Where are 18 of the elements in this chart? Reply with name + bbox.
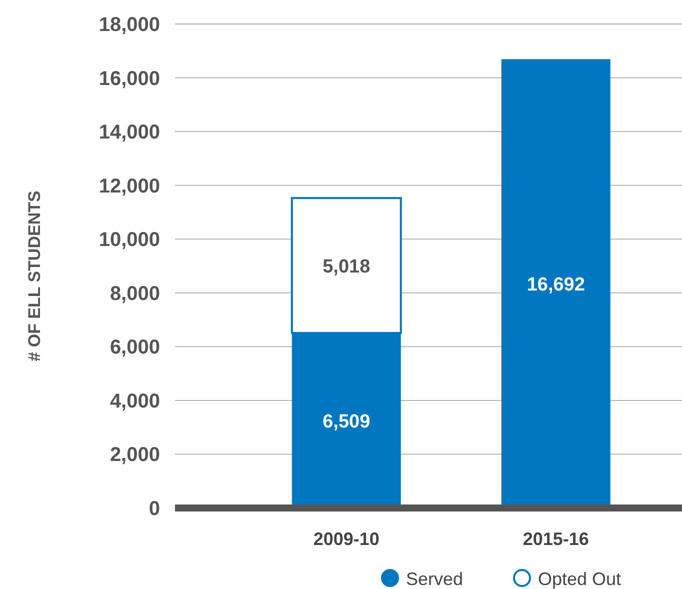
y-tick-label: 12,000 — [98, 175, 160, 198]
y-tick-label: 6,000 — [110, 336, 160, 359]
y-tick-label: 4,000 — [110, 390, 160, 412]
y-axis-title: # OF ELL STUDENTS — [25, 190, 44, 362]
data-label: 16,692 — [526, 274, 585, 296]
y-tick-label: 14,000 — [98, 122, 160, 144]
y-tick-label: 2,000 — [110, 444, 160, 466]
x-tick-label: 2015-16 — [522, 529, 589, 549]
y-tick-label: 10,000 — [98, 229, 160, 252]
data-label: 6,509 — [322, 411, 370, 432]
y-tick-label: 8,000 — [110, 282, 160, 305]
data-label: 5,018 — [322, 256, 370, 278]
legend-label: Opted Out — [538, 569, 622, 589]
y-tick-label: 16,000 — [98, 68, 160, 90]
y-tick-label: 0 — [148, 498, 160, 520]
legend-label: Served — [406, 569, 464, 589]
x-tick-label: 2009-10 — [313, 529, 380, 549]
y-tick-label: 18,000 — [98, 14, 160, 36]
